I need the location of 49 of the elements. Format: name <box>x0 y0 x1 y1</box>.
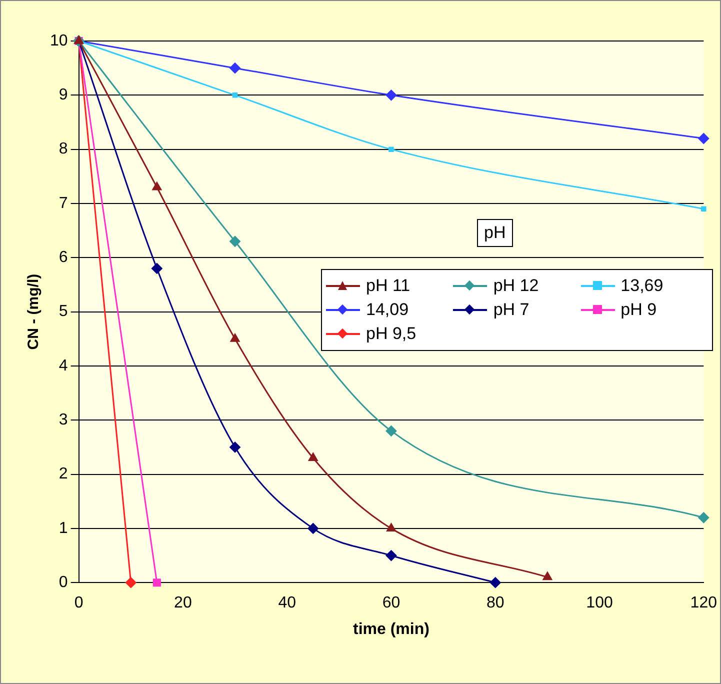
legend-label: pH 9 <box>620 300 657 320</box>
x-tick-label: 60 <box>382 594 400 612</box>
point <box>230 236 241 247</box>
point <box>698 132 710 144</box>
point <box>698 512 710 524</box>
y-tick-label: 10 <box>50 32 68 50</box>
legend-label: pH 12 <box>493 276 539 296</box>
point <box>230 442 241 453</box>
legend-label: 14,09 <box>366 300 409 320</box>
point <box>386 425 397 436</box>
x-tick-label: 120 <box>690 594 718 612</box>
point <box>701 206 706 212</box>
legend-label: pH 9,5 <box>366 324 416 344</box>
point <box>386 90 397 101</box>
x-tick-label: 0 <box>74 594 84 612</box>
point <box>542 572 552 580</box>
point <box>152 182 162 190</box>
y-tick-label: 4 <box>58 357 68 374</box>
legend-label: pH 11 <box>366 276 410 296</box>
legend-label: 13,69 <box>620 276 664 296</box>
point <box>308 522 319 534</box>
y-tick-label: 3 <box>58 412 68 429</box>
point <box>386 522 396 532</box>
y-tick-label: 2 <box>58 466 68 483</box>
x-tick-label: 100 <box>586 594 613 612</box>
point <box>152 578 161 587</box>
legend-title: pH <box>477 219 513 247</box>
point <box>386 550 397 562</box>
y-tick-label: 0 <box>58 574 68 592</box>
y-tick-label: 5 <box>58 303 68 320</box>
point <box>490 577 501 588</box>
point <box>232 92 238 98</box>
x-tick-label: 40 <box>278 594 296 612</box>
point <box>308 452 318 462</box>
y-tick-label: 8 <box>58 140 68 158</box>
point <box>230 62 241 74</box>
x-tick-label: 20 <box>174 594 192 612</box>
point <box>388 146 394 152</box>
y-tick-label: 6 <box>58 249 68 266</box>
x-tick-label: 80 <box>486 594 504 612</box>
y-tick-label: 1 <box>58 520 68 537</box>
x-axis-title: time (min) <box>353 620 430 638</box>
y-tick-label: 7 <box>58 194 68 212</box>
point <box>151 262 162 274</box>
point <box>125 577 136 588</box>
y-tick-label: 9 <box>58 86 68 104</box>
y-axis-title: CN - (mg/l) <box>25 274 42 350</box>
point <box>230 333 240 342</box>
legend-label: pH 7 <box>493 300 530 320</box>
